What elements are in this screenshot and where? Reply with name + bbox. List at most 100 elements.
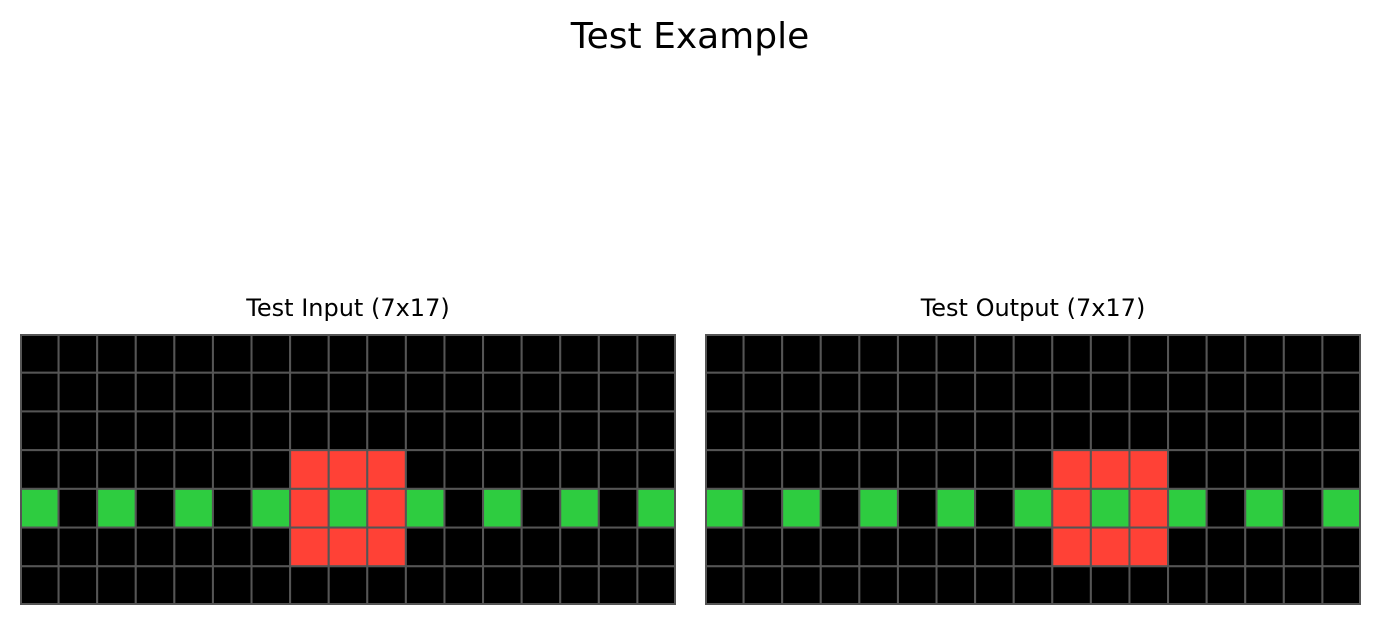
input-cell-r4-c12 bbox=[482, 487, 523, 529]
input-cell-r5-c4 bbox=[173, 526, 214, 568]
test-input-panel: Test Input (7x17) bbox=[20, 289, 676, 605]
input-grid-border bbox=[20, 334, 676, 605]
output-cell-r4-c13 bbox=[1205, 487, 1247, 529]
input-cell-r6-c8 bbox=[327, 565, 369, 605]
input-cell-r1-c4 bbox=[173, 371, 214, 413]
input-cell-r0-c7 bbox=[289, 334, 330, 374]
input-cell-r1-c14 bbox=[559, 371, 600, 413]
output-cell-r5-c1 bbox=[742, 526, 784, 568]
output-cell-r0-c15 bbox=[1282, 334, 1324, 374]
output-cell-r2-c15 bbox=[1282, 410, 1324, 452]
output-cell-r6-c9 bbox=[1051, 565, 1092, 605]
input-cell-r1-c9 bbox=[366, 371, 407, 413]
input-cell-r4-c6 bbox=[250, 487, 292, 529]
output-cell-r4-c2 bbox=[781, 487, 822, 529]
output-cell-r1-c8 bbox=[1012, 371, 1054, 413]
output-cell-r2-c10 bbox=[1089, 410, 1131, 452]
input-cell-r6-c5 bbox=[211, 565, 253, 605]
output-cell-r2-c14 bbox=[1244, 410, 1285, 452]
input-cell-r0-c4 bbox=[173, 334, 214, 374]
output-cell-r2-c3 bbox=[819, 410, 861, 452]
input-cell-r3-c10 bbox=[404, 449, 446, 490]
input-cell-r6-c15 bbox=[597, 565, 639, 605]
output-cell-r6-c2 bbox=[781, 565, 822, 605]
output-cell-r2-c7 bbox=[974, 410, 1015, 452]
output-cell-r3-c8 bbox=[1012, 449, 1054, 490]
output-cell-r0-c13 bbox=[1205, 334, 1247, 374]
input-cell-r5-c16 bbox=[636, 526, 676, 568]
input-cell-r1-c11 bbox=[443, 371, 485, 413]
output-cell-r4-c4 bbox=[858, 487, 899, 529]
input-cell-r3-c6 bbox=[250, 449, 292, 490]
input-cell-r4-c13 bbox=[520, 487, 562, 529]
output-cell-r4-c15 bbox=[1282, 487, 1324, 529]
input-cell-r6-c11 bbox=[443, 565, 485, 605]
output-cell-r5-c14 bbox=[1244, 526, 1285, 568]
output-cell-r1-c11 bbox=[1128, 371, 1170, 413]
input-cell-r4-c7 bbox=[289, 487, 330, 529]
input-cell-r4-c4 bbox=[173, 487, 214, 529]
input-cell-r4-c14 bbox=[559, 487, 600, 529]
output-cell-r0-c11 bbox=[1128, 334, 1170, 374]
output-cell-r6-c12 bbox=[1167, 565, 1208, 605]
test-output-title: Test Output (7x17) bbox=[920, 294, 1146, 322]
output-cell-r0-c9 bbox=[1051, 334, 1092, 374]
output-cell-r1-c9 bbox=[1051, 371, 1092, 413]
output-cell-r5-c4 bbox=[858, 526, 899, 568]
output-cell-r4-c9 bbox=[1051, 487, 1092, 529]
input-cell-r5-c14 bbox=[559, 526, 600, 568]
input-cell-r0-c12 bbox=[482, 334, 523, 374]
input-cell-r4-c11 bbox=[443, 487, 485, 529]
output-cell-r3-c14 bbox=[1244, 449, 1285, 490]
output-cell-r5-c2 bbox=[781, 526, 822, 568]
output-cell-r5-c5 bbox=[896, 526, 938, 568]
output-cell-r4-c7 bbox=[974, 487, 1015, 529]
input-cell-r6-c10 bbox=[404, 565, 446, 605]
input-cell-r4-c9 bbox=[366, 487, 407, 529]
output-cell-r3-c7 bbox=[974, 449, 1015, 490]
output-cell-r5-c16 bbox=[1321, 526, 1361, 568]
output-cell-r0-c10 bbox=[1089, 334, 1131, 374]
input-cell-r2-c16 bbox=[636, 410, 676, 452]
output-cell-r5-c13 bbox=[1205, 526, 1247, 568]
output-cell-r5-c12 bbox=[1167, 526, 1208, 568]
output-cell-r4-c16 bbox=[1321, 487, 1361, 529]
input-cell-r2-c6 bbox=[250, 410, 292, 452]
output-cell-r0-c14 bbox=[1244, 334, 1285, 374]
input-cell-r0-c2 bbox=[96, 334, 137, 374]
output-cell-r5-c3 bbox=[819, 526, 861, 568]
output-cell-r4-c5 bbox=[896, 487, 938, 529]
input-cell-r1-c12 bbox=[482, 371, 523, 413]
input-cell-r5-c7 bbox=[289, 526, 330, 568]
output-cell-r1-c12 bbox=[1167, 371, 1208, 413]
test-output-grid bbox=[705, 334, 1361, 605]
output-cell-r5-c0 bbox=[705, 526, 745, 568]
input-cell-r1-c7 bbox=[289, 371, 330, 413]
output-cell-r5-c15 bbox=[1282, 526, 1324, 568]
output-cell-r0-c4 bbox=[858, 334, 899, 374]
input-cell-r1-c6 bbox=[250, 371, 292, 413]
output-cell-r4-c8 bbox=[1012, 487, 1054, 529]
input-cell-r3-c3 bbox=[134, 449, 176, 490]
output-cell-r1-c4 bbox=[858, 371, 899, 413]
output-cell-r2-c16 bbox=[1321, 410, 1361, 452]
output-cell-r6-c1 bbox=[742, 565, 784, 605]
input-cell-r3-c15 bbox=[597, 449, 639, 490]
output-cell-r6-c16 bbox=[1321, 565, 1361, 605]
input-cell-r5-c10 bbox=[404, 526, 446, 568]
input-cell-r2-c4 bbox=[173, 410, 214, 452]
input-cell-r6-c16 bbox=[636, 565, 676, 605]
output-cell-r6-c13 bbox=[1205, 565, 1247, 605]
output-cell-r0-c6 bbox=[935, 334, 977, 374]
input-cell-r2-c10 bbox=[404, 410, 446, 452]
output-cell-r2-c1 bbox=[742, 410, 784, 452]
input-cell-r3-c9 bbox=[366, 449, 407, 490]
input-cell-r2-c8 bbox=[327, 410, 369, 452]
input-cell-r1-c1 bbox=[57, 371, 99, 413]
input-cell-r1-c5 bbox=[211, 371, 253, 413]
input-cell-r4-c5 bbox=[211, 487, 253, 529]
output-cell-r4-c10 bbox=[1089, 487, 1131, 529]
input-cell-r0-c9 bbox=[366, 334, 407, 374]
output-cell-r3-c6 bbox=[935, 449, 977, 490]
input-cell-r6-c9 bbox=[366, 565, 407, 605]
